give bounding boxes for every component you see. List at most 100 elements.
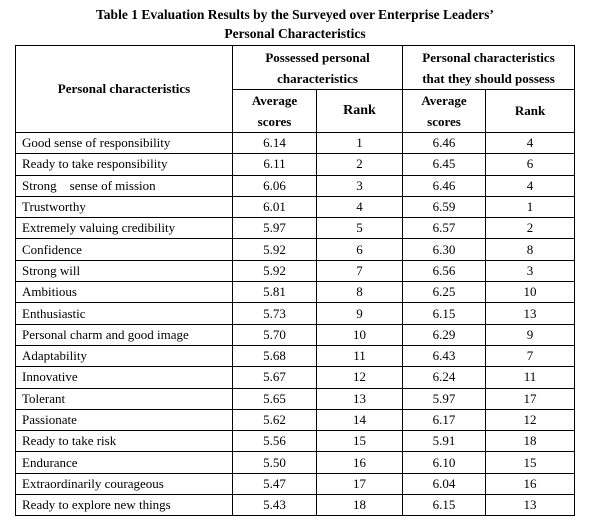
characteristic-name: Extraordinarily courageous [15,472,233,496]
table-row: Tolerant 5.65 13 5.97 17 [15,387,576,410]
table-row: Passionate 5.62 14 6.17 12 [15,408,576,432]
possessed-average-score: 5.92 [232,238,317,261]
table-row: Trustworthy 6.01 4 6.59 1 [15,195,576,219]
possessed-average-score: 5.47 [232,472,317,496]
possessed-rank: 14 [316,408,403,432]
table-body: Good sense of responsibility 6.14 1 6.46 4 Re… [15,131,576,517]
table-row: Ambitious 5.81 8 6.25 10 [15,281,576,304]
characteristic-name: Tolerant [15,387,233,410]
table-row: Strong sense of mission 6.06 3 6.46 4 [15,174,576,197]
possessed-average-score: 5.81 [232,281,317,304]
table-row: Extraordinarily courageous 5.47 17 6.04 16 [15,472,576,496]
should-possess-average-score: 6.46 [402,174,486,197]
evaluation-results-table: Personal characteristics Possessed perso… [15,45,576,517]
table-row: Extremely valuing credibility 5.97 5 6.57 2 [15,217,576,240]
possessed-rank: 8 [316,281,403,304]
should-possess-rank: 8 [484,238,576,261]
header-rank-1: Rank [316,89,403,133]
characteristic-name: Personal charm and good image [15,323,233,346]
table-row: Good sense of responsibility 6.14 1 6.46 4 [15,131,576,155]
should-possess-rank: 9 [484,323,576,346]
should-possess-average-score: 6.04 [402,472,486,496]
possessed-average-score: 5.67 [232,366,317,389]
possessed-rank: 15 [316,430,403,453]
possessed-rank: 1 [316,131,403,155]
possessed-average-score: 5.70 [232,323,317,346]
table-row: Confidence 5.92 6 6.30 8 [15,238,576,261]
possessed-rank: 11 [316,344,403,368]
possessed-rank: 9 [316,302,403,325]
table-row: Personal charm and good image 5.70 10 6.29 9 [15,323,576,346]
should-possess-rank: 1 [484,195,576,219]
header-possessed-line-2: characteristics [277,70,358,86]
characteristic-name: Confidence [15,238,233,261]
header-average-scores-2: Average scores [402,89,486,133]
table-row: Enthusiastic 5.73 9 6.15 13 [15,302,576,325]
should-possess-rank: 13 [484,494,576,517]
possessed-rank: 13 [316,387,403,410]
should-possess-average-score: 6.15 [402,494,486,517]
should-possess-rank: 18 [484,430,576,453]
possessed-average-score: 5.65 [232,387,317,410]
table-row: Endurance 5.50 16 6.10 15 [15,451,576,474]
header-avg-line-1: Average [251,93,298,108]
should-possess-rank: 7 [484,344,576,368]
should-possess-average-score: 6.57 [402,217,486,240]
possessed-rank: 7 [316,259,403,283]
header-should-line-2: that they should possess [422,70,555,86]
possessed-average-score: 6.01 [232,195,317,219]
should-possess-average-score: 5.97 [402,387,486,410]
header-should-possess-group: Personal characteristics that they shoul… [401,45,576,90]
should-possess-rank: 6 [484,153,576,176]
should-possess-average-score: 6.46 [402,131,486,155]
characteristic-name: Extremely valuing credibility [15,217,233,240]
should-possess-average-score: 6.10 [402,451,486,474]
possessed-average-score: 5.43 [232,494,317,517]
header-rank-2: Rank [484,89,576,133]
possessed-average-score: 5.97 [232,217,317,240]
table-row: Innovative 5.67 12 6.24 11 [15,366,576,389]
characteristic-name: Trustworthy [15,195,233,219]
possessed-average-score: 6.14 [232,131,317,155]
should-possess-rank: 11 [484,366,576,389]
characteristic-name: Ambitious [15,281,233,304]
should-possess-rank: 12 [484,408,576,432]
should-possess-average-score: 6.45 [402,153,486,176]
should-possess-average-score: 6.30 [402,238,486,261]
table-caption-line-1: Table 1 Evaluation Results by the Survey… [96,7,494,22]
should-possess-average-score: 6.24 [402,366,486,389]
characteristic-name: Innovative [15,366,233,389]
should-possess-average-score: 6.56 [402,259,486,283]
possessed-average-score: 6.11 [232,153,317,176]
possessed-rank: 18 [316,494,403,517]
possessed-average-score: 5.73 [232,302,317,325]
table-caption-line-2: Personal Characteristics [224,26,366,41]
should-possess-rank: 4 [484,174,576,197]
possessed-rank: 3 [316,174,403,197]
should-possess-average-score: 6.59 [402,195,486,219]
table-row: Ready to explore new things 5.43 18 6.15 13 [15,494,576,517]
header-average-scores-1: Average scores [232,89,317,133]
should-possess-average-score: 6.43 [402,344,486,368]
header-personal-characteristics: Personal characteristics [15,45,233,133]
possessed-rank: 16 [316,451,403,474]
characteristic-name: Strong sense of mission [15,174,233,197]
possessed-rank: 6 [316,238,403,261]
header-should-line-1: Personal characteristics [422,49,555,65]
header-possessed-group: Possessed personal characteristics [232,45,403,90]
should-possess-average-score: 6.29 [402,323,486,346]
possessed-rank: 12 [316,366,403,389]
characteristic-name: Ready to explore new things [15,494,233,517]
should-possess-rank: 2 [484,217,576,240]
table-row: Ready to take risk 5.56 15 5.91 18 [15,430,576,453]
header-avg-line-2: scores [427,114,461,129]
possessed-average-score: 5.92 [232,259,317,283]
should-possess-rank: 16 [484,472,576,496]
characteristic-name: Adaptability [15,344,233,368]
possessed-average-score: 5.56 [232,430,317,453]
should-possess-rank: 4 [484,131,576,155]
possessed-average-score: 6.06 [232,174,317,197]
characteristic-name: Endurance [15,451,233,474]
header-possessed-line-1: Possessed personal [265,49,370,65]
